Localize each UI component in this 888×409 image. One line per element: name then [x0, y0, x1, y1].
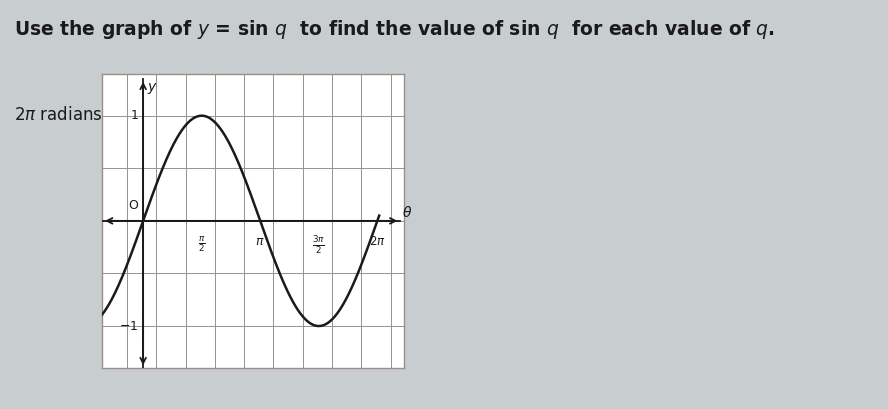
Text: $\theta$: $\theta$ [402, 205, 412, 220]
Text: $\pi$: $\pi$ [256, 234, 265, 247]
Text: $2\pi$: $2\pi$ [369, 234, 385, 247]
Text: 1: 1 [131, 109, 139, 122]
Text: $\frac{3\pi}{2}$: $\frac{3\pi}{2}$ [313, 234, 325, 256]
Text: O: O [129, 200, 139, 212]
Text: $\frac{\pi}{2}$: $\frac{\pi}{2}$ [198, 234, 205, 254]
Text: Use the graph of $\mathbf{\mathit{y}}$ = sin $\mathit{q}$  to find the value of : Use the graph of $\mathbf{\mathit{y}}$ =… [14, 18, 775, 41]
Text: $y$: $y$ [147, 81, 157, 96]
Text: $-1$: $-1$ [119, 319, 139, 333]
Text: $2\pi$ radians: $2\pi$ radians [14, 106, 103, 124]
